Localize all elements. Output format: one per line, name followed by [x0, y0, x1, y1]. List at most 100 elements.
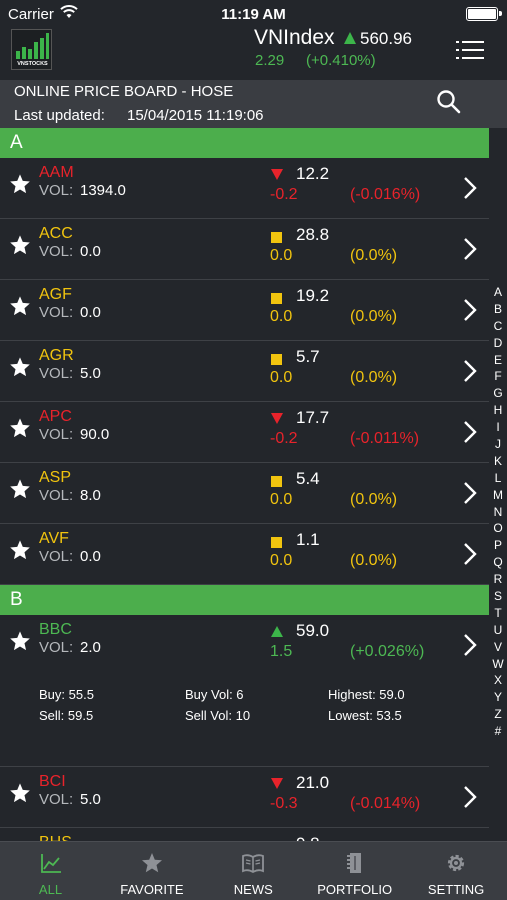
stock-row[interactable]: ASP VOL: 8.0 5.4 0.0 (0.0%) — [0, 463, 489, 524]
favorite-star-icon[interactable] — [9, 630, 31, 652]
alphabet-index-letter[interactable]: C — [493, 318, 503, 333]
alphabet-index-letter[interactable]: A — [493, 285, 502, 299]
stock-row[interactable]: AGR VOL: 5.0 5.7 0.0 (0.0%) — [0, 341, 489, 402]
alphabet-index-letter[interactable]: L — [494, 470, 502, 485]
tab-label: SETTING — [427, 882, 485, 897]
star-icon — [141, 853, 162, 873]
stock-price: 12.2 — [296, 164, 330, 183]
alphabet-index-letter[interactable]: N — [493, 504, 503, 519]
alphabet-index-letter[interactable]: I — [496, 420, 500, 435]
index-name: VNIndex — [254, 26, 335, 49]
chevron-right-icon[interactable] — [463, 298, 477, 322]
alphabet-index-letter[interactable]: O — [493, 521, 503, 536]
chevron-right-icon[interactable] — [463, 785, 477, 809]
alphabet-index-letter[interactable]: P — [493, 538, 502, 553]
favorite-star-icon[interactable] — [9, 539, 31, 561]
price-change: -0.2 — [270, 430, 298, 447]
logo-bars-icon — [16, 33, 49, 59]
stock-price: 1.1 — [296, 530, 320, 549]
price-change-percent: (0.0%) — [350, 552, 398, 569]
alphabet-index[interactable]: A B C D E F G H I J K L M N O P Q R S T U V W X Y Z # — [489, 284, 507, 740]
stock-row[interactable]: BCI VOL: 5.0 21.0 -0.3 (-0.014%) — [0, 767, 489, 828]
alphabet-index-letter[interactable]: J — [495, 437, 501, 452]
tab-all[interactable]: ALL — [0, 842, 101, 900]
alphabet-index-letter[interactable]: H — [493, 403, 503, 418]
volume-label: VOL: — [39, 182, 74, 199]
price-change: 0.0 — [270, 247, 293, 264]
tab-portfolio[interactable]: PORTFOLIO — [304, 842, 405, 900]
detail-buy-vol: Buy Vol: 6 — [185, 687, 244, 702]
alphabet-index-letter[interactable]: F — [494, 369, 502, 384]
index-change: 2.29 — [255, 52, 285, 69]
favorite-star-icon[interactable] — [9, 173, 31, 195]
tab-favorite[interactable]: FAVORITE — [101, 842, 202, 900]
price-change: 0.0 — [270, 491, 293, 508]
stock-row[interactable]: AVF VOL: 0.0 1.1 0.0 (0.0%) — [0, 524, 489, 585]
stock-price: 19.2 — [296, 286, 330, 305]
detail-lowest: Lowest: 53.5 — [328, 708, 402, 723]
alphabet-index-letter[interactable]: R — [493, 572, 503, 587]
tab-news[interactable]: NEWS — [203, 842, 304, 900]
volume-label: VOL: — [39, 548, 74, 565]
chevron-right-icon[interactable] — [463, 237, 477, 261]
stock-row[interactable]: AAM VOL: 1394.0 12.2 -0.2 (-0.016%) — [0, 158, 489, 219]
alphabet-index-letter[interactable]: T — [494, 605, 502, 620]
alphabet-index-letter[interactable]: S — [493, 589, 502, 604]
alphabet-index-letter[interactable]: Y — [493, 690, 502, 705]
alphabet-index-letter[interactable]: # — [494, 724, 502, 739]
favorite-star-icon[interactable] — [9, 478, 31, 500]
alphabet-index-letter[interactable]: D — [493, 335, 503, 350]
favorite-star-icon[interactable] — [9, 295, 31, 317]
unchanged-square-icon — [271, 476, 282, 487]
stock-price: 28.8 — [296, 225, 330, 244]
index-up-arrow-icon — [344, 32, 356, 44]
tab-setting[interactable]: SETTING — [406, 842, 507, 900]
wifi-icon — [60, 5, 78, 18]
stock-row[interactable]: BBC VOL: 2.0 59.0 1.5 (+0.026%) Buy: 55.5 Sell:… — [0, 615, 489, 767]
status-time: 11:19 AM — [221, 6, 286, 23]
alphabet-index-letter[interactable]: E — [493, 352, 502, 367]
logo-text: VNSTOCKS — [17, 61, 48, 67]
alphabet-index-letter[interactable]: Q — [493, 555, 503, 570]
unchanged-square-icon — [271, 232, 282, 243]
down-arrow-icon — [271, 413, 283, 424]
search-icon[interactable] — [436, 89, 462, 115]
alphabet-index-letter[interactable]: X — [493, 673, 502, 688]
stock-symbol: ACC — [39, 225, 73, 242]
favorite-star-icon[interactable] — [9, 417, 31, 439]
stock-symbol: APC — [39, 408, 72, 425]
favorite-star-icon[interactable] — [9, 782, 31, 804]
alphabet-index-letter[interactable]: K — [493, 453, 502, 468]
stock-row[interactable]: AGF VOL: 0.0 19.2 0.0 (0.0%) — [0, 280, 489, 341]
stock-row[interactable]: ACC VOL: 0.0 28.8 0.0 (0.0%) — [0, 219, 489, 280]
favorite-star-icon[interactable] — [9, 356, 31, 378]
volume-label: VOL: — [39, 365, 74, 382]
detail-sell-vol: Sell Vol: 10 — [185, 708, 251, 723]
chevron-right-icon[interactable] — [463, 481, 477, 505]
alphabet-index-letter[interactable]: U — [493, 622, 503, 637]
chevron-right-icon[interactable] — [463, 176, 477, 200]
stock-symbol: AVF — [39, 530, 69, 547]
price-change-percent: (-0.011%) — [350, 430, 420, 447]
favorite-star-icon[interactable] — [9, 234, 31, 256]
chevron-right-icon[interactable] — [463, 633, 477, 657]
stock-symbol: BBC — [39, 621, 72, 638]
unchanged-square-icon — [271, 354, 282, 365]
alphabet-index-letter[interactable]: V — [493, 639, 502, 654]
alphabet-index-letter[interactable]: G — [493, 386, 503, 401]
menu-icon[interactable] — [456, 41, 484, 59]
status-bar: Carrier 11:19 AM — [0, 0, 507, 28]
alphabet-index-letter[interactable]: B — [493, 301, 502, 316]
stock-symbol: BCI — [39, 773, 66, 790]
stock-list[interactable]: A AAM VOL: 1394.0 12.2 -0.2 (-0.016%) ACC VOL: 0.… — [0, 128, 489, 889]
alphabet-index-letter[interactable]: W — [492, 656, 504, 671]
chevron-right-icon[interactable] — [463, 542, 477, 566]
chevron-right-icon[interactable] — [463, 359, 477, 383]
chevron-right-icon[interactable] — [463, 420, 477, 444]
stock-row[interactable]: APC VOL: 90.0 17.7 -0.2 (-0.011%) — [0, 402, 489, 463]
stock-symbol: ASP — [39, 469, 72, 486]
alphabet-index-letter[interactable]: M — [493, 487, 503, 502]
alphabet-index-letter[interactable]: Z — [494, 707, 502, 722]
carrier-label: Carrier — [8, 6, 54, 23]
gear-icon — [447, 854, 465, 872]
